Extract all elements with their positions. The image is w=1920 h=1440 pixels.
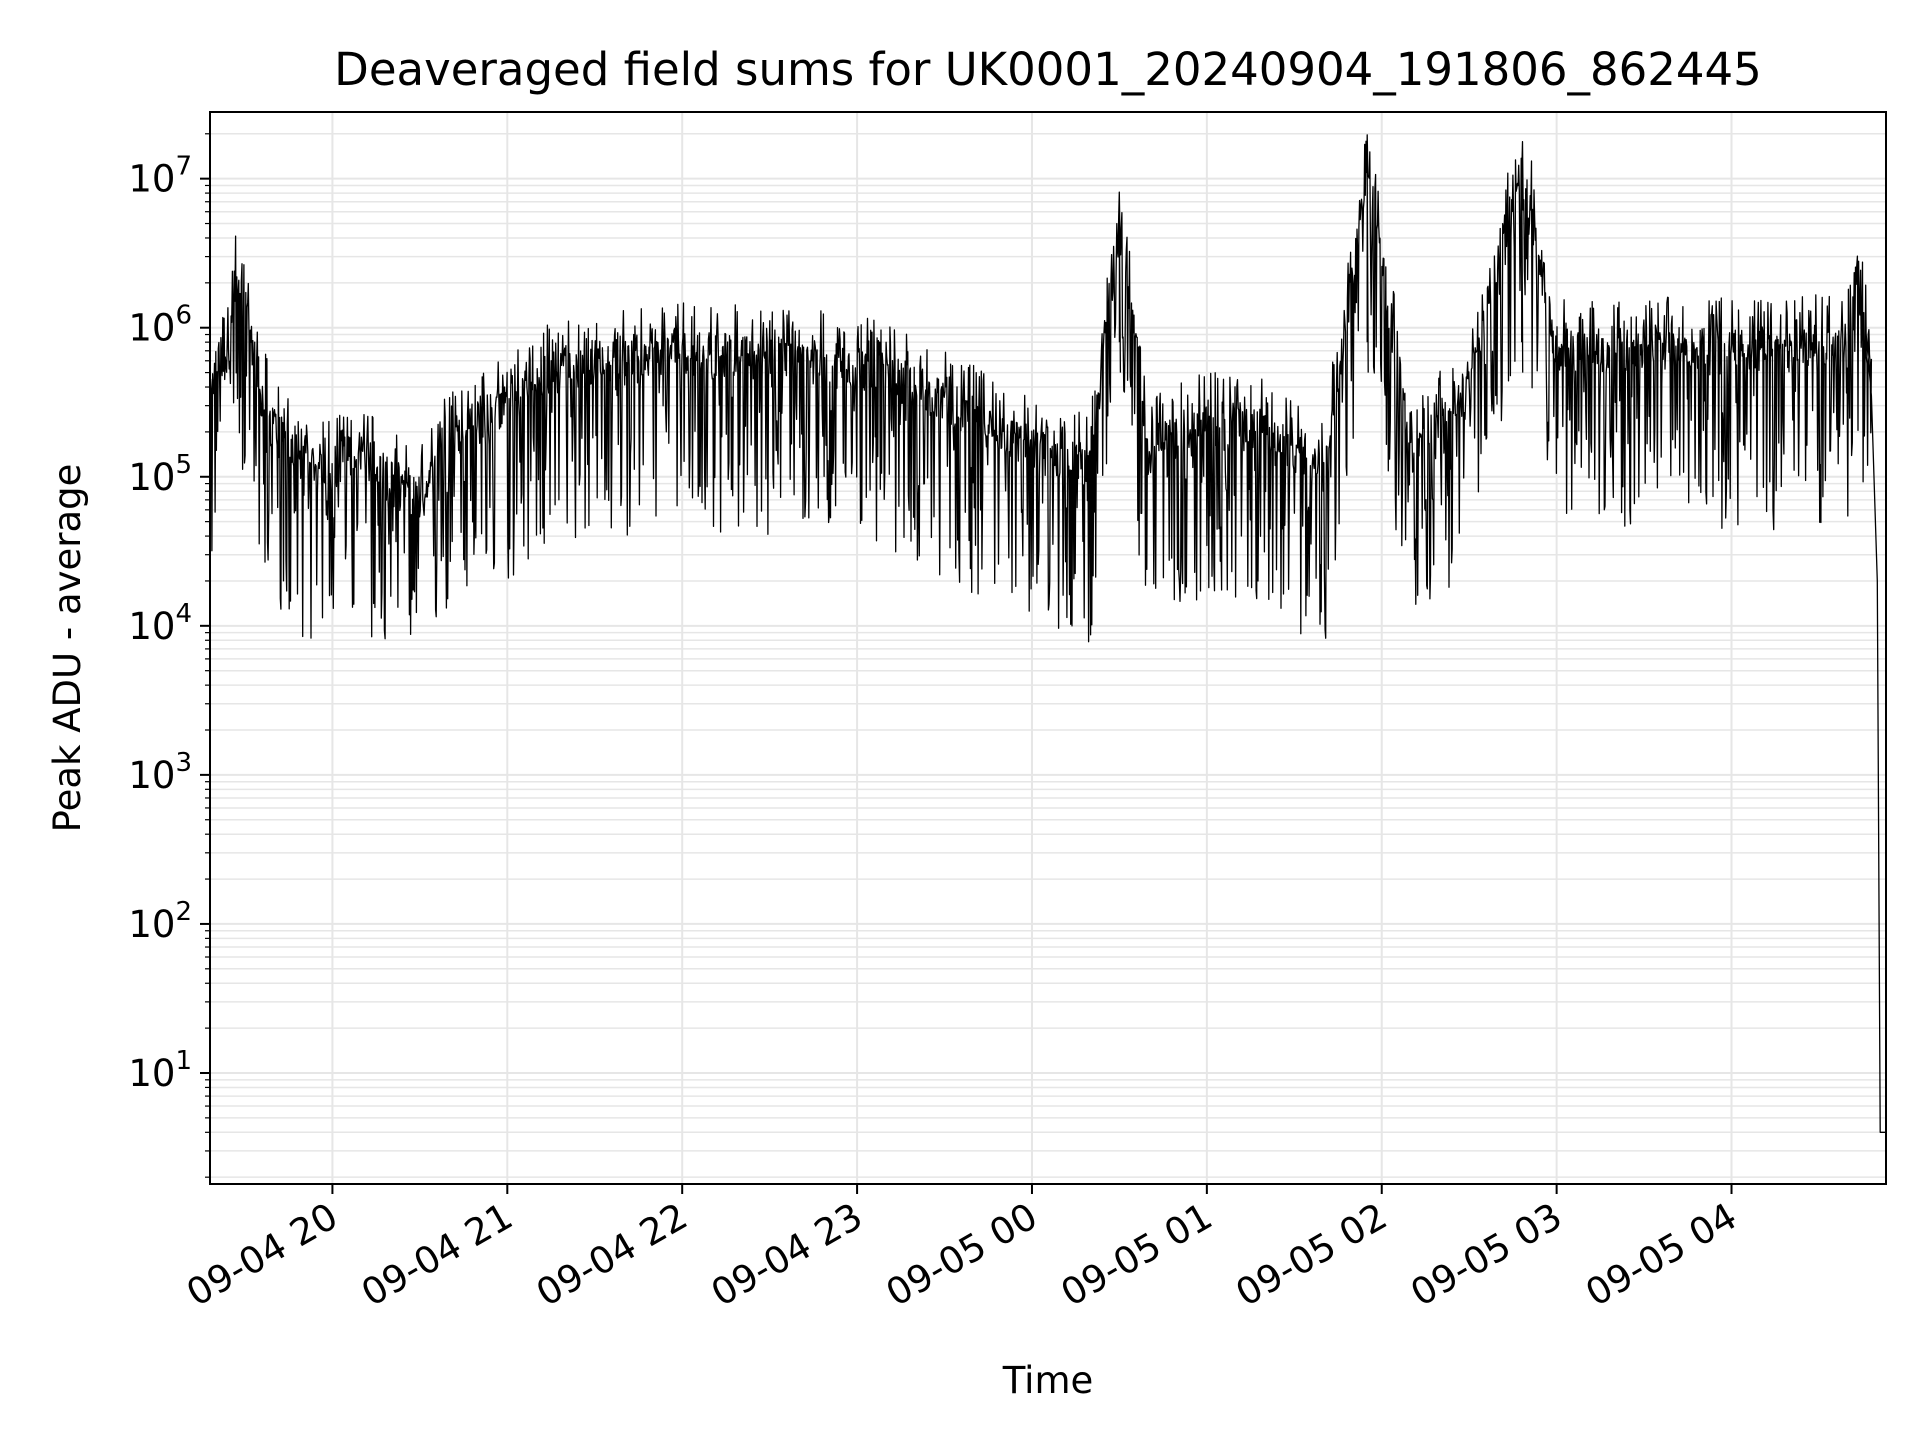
series-layer (209, 134, 1886, 1133)
y-tick-label: 102 (128, 897, 192, 946)
series-line (209, 134, 1886, 1133)
chart-title: Deaveraged field sums for UK0001_2024090… (334, 43, 1762, 96)
y-tick-label: 105 (128, 450, 192, 499)
y-axis-label: Peak ADU - average (46, 464, 89, 833)
x-axis-label: Time (1002, 1359, 1094, 1402)
y-tick-label: 101 (128, 1046, 192, 1095)
plot-frame (209, 111, 1887, 1185)
grid (210, 112, 1886, 1184)
y-tick-label: 103 (128, 748, 192, 797)
y-tick-label: 107 (128, 152, 192, 201)
y-tick-label: 106 (128, 301, 192, 350)
y-tick-label: 104 (128, 599, 192, 648)
